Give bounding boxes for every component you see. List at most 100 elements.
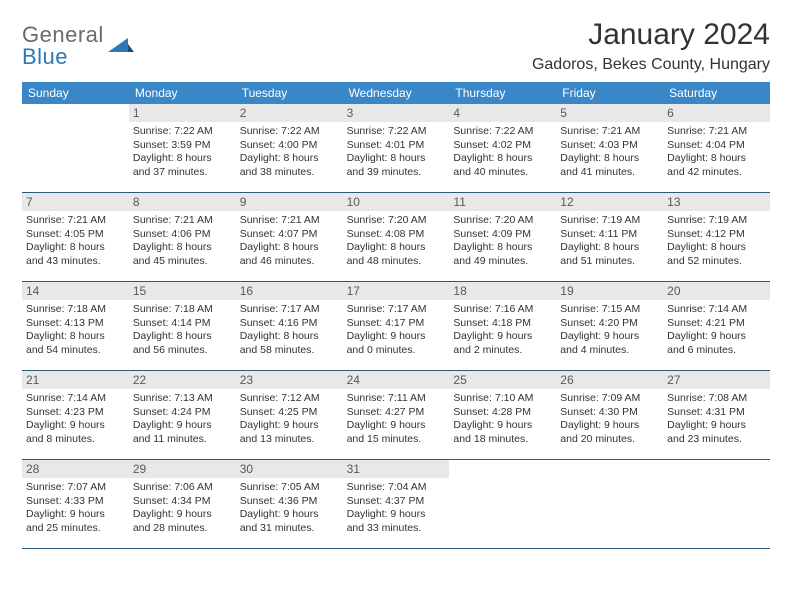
- weekday-header-cell: Tuesday: [236, 82, 343, 104]
- sunset-text: Sunset: 4:27 PM: [347, 406, 446, 420]
- day-info: Sunrise: 7:16 AMSunset: 4:18 PMDaylight:…: [453, 303, 552, 358]
- day-cell: 24Sunrise: 7:11 AMSunset: 4:27 PMDayligh…: [343, 371, 450, 459]
- sunrise-text: Sunrise: 7:21 AM: [240, 214, 339, 228]
- day-info: Sunrise: 7:06 AMSunset: 4:34 PMDaylight:…: [133, 481, 232, 536]
- day-cell: 29Sunrise: 7:06 AMSunset: 4:34 PMDayligh…: [129, 460, 236, 548]
- sunset-text: Sunset: 4:14 PM: [133, 317, 232, 331]
- day-info: Sunrise: 7:21 AMSunset: 4:04 PMDaylight:…: [667, 125, 766, 180]
- weekday-header-cell: Friday: [556, 82, 663, 104]
- sunrise-text: Sunrise: 7:22 AM: [347, 125, 446, 139]
- day-number: 6: [663, 104, 770, 122]
- day-cell: 25 Sunrise: 7:10 AMSunset: 4:28 PMDayligh…: [449, 371, 556, 459]
- sunrise-text: Sunrise: 7:21 AM: [667, 125, 766, 139]
- day-number: 11: [449, 193, 556, 211]
- sunset-text: Sunset: 4:25 PM: [240, 406, 339, 420]
- weekday-header-cell: Thursday: [449, 82, 556, 104]
- day-cell: [663, 460, 770, 548]
- sunset-text: Sunset: 4:09 PM: [453, 228, 552, 242]
- daylight-text: Daylight: 9 hours and 33 minutes.: [347, 508, 446, 535]
- sunset-text: Sunset: 4:21 PM: [667, 317, 766, 331]
- sunset-text: Sunset: 4:37 PM: [347, 495, 446, 509]
- weekday-header-cell: Wednesday: [343, 82, 450, 104]
- title-block: January 2024 Gadoros, Bekes County, Hung…: [532, 18, 770, 74]
- daylight-text: Daylight: 9 hours and 31 minutes.: [240, 508, 339, 535]
- daylight-text: Daylight: 9 hours and 23 minutes.: [667, 419, 766, 446]
- sunrise-text: Sunrise: 7:14 AM: [26, 392, 125, 406]
- day-cell: 14Sunrise: 7:18 AMSunset: 4:13 PMDayligh…: [22, 282, 129, 370]
- sunrise-text: Sunrise: 7:04 AM: [347, 481, 446, 495]
- week-row: 14Sunrise: 7:18 AMSunset: 4:13 PMDayligh…: [22, 282, 770, 371]
- calendar-page: General Blue January 2024 Gadoros, Bekes…: [0, 0, 792, 559]
- daylight-text: Daylight: 8 hours and 41 minutes.: [560, 152, 659, 179]
- sunrise-text: Sunrise: 7:21 AM: [560, 125, 659, 139]
- sunrise-text: Sunrise: 7:08 AM: [667, 392, 766, 406]
- daylight-text: Daylight: 9 hours and 4 minutes.: [560, 330, 659, 357]
- day-info: Sunrise: 7:21 AMSunset: 4:05 PMDaylight:…: [26, 214, 125, 269]
- day-info: Sunrise: 7:18 AMSunset: 4:14 PMDaylight:…: [133, 303, 232, 358]
- sunset-text: Sunset: 4:24 PM: [133, 406, 232, 420]
- calendar-grid: SundayMondayTuesdayWednesdayThursdayFrid…: [22, 82, 770, 549]
- day-info: Sunrise: 7:18 AMSunset: 4:13 PMDaylight:…: [26, 303, 125, 358]
- sunset-text: Sunset: 4:06 PM: [133, 228, 232, 242]
- day-info: Sunrise: 7:15 AMSunset: 4:20 PMDaylight:…: [560, 303, 659, 358]
- day-info: Sunrise: 7:10 AMSunset: 4:28 PMDaylight:…: [453, 392, 552, 447]
- sunrise-text: Sunrise: 7:18 AM: [133, 303, 232, 317]
- sunset-text: Sunset: 4:23 PM: [26, 406, 125, 420]
- day-number: 30: [236, 460, 343, 478]
- sunset-text: Sunset: 4:34 PM: [133, 495, 232, 509]
- logo-text: General Blue: [22, 24, 104, 68]
- day-number: 5: [556, 104, 663, 122]
- day-number: 21: [22, 371, 129, 389]
- sunrise-text: Sunrise: 7:17 AM: [347, 303, 446, 317]
- day-cell: 22Sunrise: 7:13 AMSunset: 4:24 PMDayligh…: [129, 371, 236, 459]
- sunset-text: Sunset: 3:59 PM: [133, 139, 232, 153]
- day-cell: 18 Sunrise: 7:16 AMSunset: 4:18 PMDayligh…: [449, 282, 556, 370]
- day-number: 18: [449, 282, 556, 300]
- daylight-text: Daylight: 8 hours and 43 minutes.: [26, 241, 125, 268]
- day-cell: [449, 460, 556, 548]
- day-number: 24: [343, 371, 450, 389]
- daylight-text: Daylight: 9 hours and 8 minutes.: [26, 419, 125, 446]
- day-cell: 20Sunrise: 7:14 AMSunset: 4:21 PMDayligh…: [663, 282, 770, 370]
- day-info: Sunrise: 7:04 AMSunset: 4:37 PMDaylight:…: [347, 481, 446, 536]
- sunrise-text: Sunrise: 7:21 AM: [26, 214, 125, 228]
- day-cell: 23Sunrise: 7:12 AMSunset: 4:25 PMDayligh…: [236, 371, 343, 459]
- weekday-header-row: SundayMondayTuesdayWednesdayThursdayFrid…: [22, 82, 770, 104]
- sunrise-text: Sunrise: 7:10 AM: [453, 392, 552, 406]
- day-number: 3: [343, 104, 450, 122]
- day-number: 23: [236, 371, 343, 389]
- daylight-text: Daylight: 8 hours and 52 minutes.: [667, 241, 766, 268]
- logo-triangle-icon: [108, 34, 134, 61]
- daylight-text: Daylight: 8 hours and 46 minutes.: [240, 241, 339, 268]
- week-row: 28Sunrise: 7:07 AMSunset: 4:33 PMDayligh…: [22, 460, 770, 549]
- day-number: 13: [663, 193, 770, 211]
- day-info: Sunrise: 7:21 AMSunset: 4:07 PMDaylight:…: [240, 214, 339, 269]
- day-number: 2: [236, 104, 343, 122]
- sunrise-text: Sunrise: 7:19 AM: [667, 214, 766, 228]
- sunrise-text: Sunrise: 7:11 AM: [347, 392, 446, 406]
- daylight-text: Daylight: 9 hours and 20 minutes.: [560, 419, 659, 446]
- sunrise-text: Sunrise: 7:17 AM: [240, 303, 339, 317]
- day-cell: 8Sunrise: 7:21 AMSunset: 4:06 PMDaylight…: [129, 193, 236, 281]
- day-info: Sunrise: 7:22 AMSunset: 4:02 PMDaylight:…: [453, 125, 552, 180]
- sunrise-text: Sunrise: 7:20 AM: [347, 214, 446, 228]
- day-info: Sunrise: 7:20 AMSunset: 4:09 PMDaylight:…: [453, 214, 552, 269]
- day-number: 15: [129, 282, 236, 300]
- sunset-text: Sunset: 4:17 PM: [347, 317, 446, 331]
- day-info: Sunrise: 7:22 AMSunset: 4:00 PMDaylight:…: [240, 125, 339, 180]
- daylight-text: Daylight: 9 hours and 25 minutes.: [26, 508, 125, 535]
- week-row: 1Sunrise: 7:22 AMSunset: 3:59 PMDaylight…: [22, 104, 770, 193]
- day-info: Sunrise: 7:05 AMSunset: 4:36 PMDaylight:…: [240, 481, 339, 536]
- day-number: 7: [22, 193, 129, 211]
- day-cell: 6 Sunrise: 7:21 AMSunset: 4:04 PMDaylight…: [663, 104, 770, 192]
- daylight-text: Daylight: 8 hours and 56 minutes.: [133, 330, 232, 357]
- daylight-text: Daylight: 9 hours and 11 minutes.: [133, 419, 232, 446]
- day-number: 10: [343, 193, 450, 211]
- day-cell: 16Sunrise: 7:17 AMSunset: 4:16 PMDayligh…: [236, 282, 343, 370]
- day-cell: 27Sunrise: 7:08 AMSunset: 4:31 PMDayligh…: [663, 371, 770, 459]
- sunrise-text: Sunrise: 7:09 AM: [560, 392, 659, 406]
- day-number: 25: [449, 371, 556, 389]
- week-row: 7 Sunrise: 7:21 AMSunset: 4:05 PMDaylight…: [22, 193, 770, 282]
- daylight-text: Daylight: 9 hours and 13 minutes.: [240, 419, 339, 446]
- daylight-text: Daylight: 8 hours and 51 minutes.: [560, 241, 659, 268]
